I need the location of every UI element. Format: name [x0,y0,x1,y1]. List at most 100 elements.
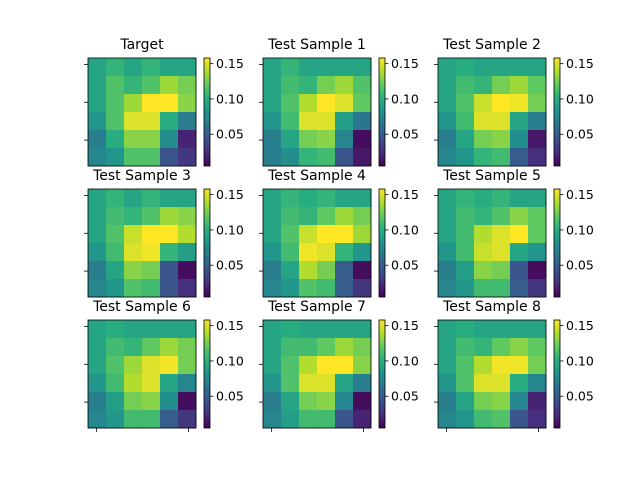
heatmap-cell [106,76,125,95]
heatmap-cell [124,207,143,226]
panel-title: Test Sample 4 [267,168,366,184]
axes-frame [437,57,547,167]
axes-frame [87,188,197,298]
heatmap-cell [299,130,318,149]
heatmap-cell [106,356,125,375]
heatmap-cell [263,320,282,339]
heatmap-cell [124,130,143,149]
heatmap-cell [124,374,143,393]
heatmap-cell [142,243,161,262]
heatmap-cell [88,130,107,149]
heatmap-cell [456,76,475,95]
heatmap-cell [124,243,143,262]
heatmap-cell [178,94,197,113]
heatmap-cell [106,243,125,262]
heatmap-cell [142,58,161,77]
colorbar-tick-label: 0.15 [566,318,594,333]
heatmap-cell [528,130,547,149]
heatmap-cell [335,58,354,77]
heatmap-cell [124,338,143,357]
heatmap-cell [160,112,179,131]
colorbar [553,319,561,429]
heatmap-cell [142,374,161,393]
heatmap-cell [263,243,282,262]
heatmap-cell [492,148,511,167]
heatmap-cell [106,94,125,113]
heatmap-cell [88,207,107,226]
heatmap-cell [353,356,372,375]
heatmap-cell [178,148,197,167]
heatmap-cell [106,207,125,226]
heatmap-cell [299,112,318,131]
panel-title: Test Sample 2 [442,37,541,53]
heatmap-cell [438,261,457,280]
heatmap-cell [353,279,372,298]
colorbar [378,57,386,167]
heatmap-cell [456,148,475,167]
heatmap-cell [528,112,547,131]
heatmap-cell [281,410,300,429]
heatmap-cell [510,392,529,411]
heatmap-cell [335,76,354,95]
heatmap-cell [263,225,282,244]
axes-frame [437,319,547,429]
heatmap-cell [335,392,354,411]
heatmap-cell [124,356,143,375]
heatmap-cell [299,374,318,393]
heatmap-cell [510,243,529,262]
heatmap-cell [474,374,493,393]
heatmap-cell [528,58,547,77]
heatmap-cell [142,112,161,131]
heatmap-cell [299,76,318,95]
heatmap-cell [528,76,547,95]
heatmap-cell [124,392,143,411]
axes-frame [262,319,372,429]
axes-frame [87,319,197,429]
colorbar-tick-label: 0.15 [391,56,419,71]
heatmap-cell [142,392,161,411]
colorbar-tick-label: 0.05 [566,127,594,142]
heatmap-cell [281,320,300,339]
colorbar-tick-label: 0.10 [566,353,594,368]
heatmap-cell [178,112,197,131]
heatmap-cell [281,243,300,262]
heatmap-cell [160,356,179,375]
colorbar-tick-label: 0.10 [391,353,419,368]
heatmap-cell [335,410,354,429]
heatmap-cell [438,94,457,113]
heatmap-panel: 0.05 0.10 0.15 Test Sample 3 [84,168,244,298]
heatmap-cell [335,320,354,339]
heatmap-cell [456,320,475,339]
heatmap-cell [438,410,457,429]
heatmap-panel: 0.05 0.10 0.15 Test Sample 1 [259,37,419,167]
heatmap-cell [438,189,457,208]
heatmap-cell [178,243,197,262]
heatmap-cell [178,261,197,280]
heatmap-cell [263,279,282,298]
heatmap-cell [510,225,529,244]
heatmap-cell [492,279,511,298]
heatmap-cell [299,94,318,113]
heatmap-cell [178,76,197,95]
heatmap-cell [142,261,161,280]
heatmap-cell [492,112,511,131]
heatmap-cell [335,243,354,262]
heatmap-cell [263,58,282,77]
heatmap-cell [88,148,107,167]
heatmap-cell [299,279,318,298]
heatmap-cell [438,130,457,149]
heatmap-cell [474,130,493,149]
heatmap-cell [160,130,179,149]
heatmap-cell [438,76,457,95]
heatmap-cell [88,189,107,208]
heatmap-cell [335,189,354,208]
panel-title: Test Sample 5 [442,168,541,184]
axes-frame [262,188,372,298]
heatmap-cell [353,338,372,357]
heatmap-cell [106,148,125,167]
heatmap-cell [353,58,372,77]
heatmap-cell [335,130,354,149]
heatmap-cell [124,148,143,167]
heatmap-cell [510,374,529,393]
heatmap-cell [456,58,475,77]
